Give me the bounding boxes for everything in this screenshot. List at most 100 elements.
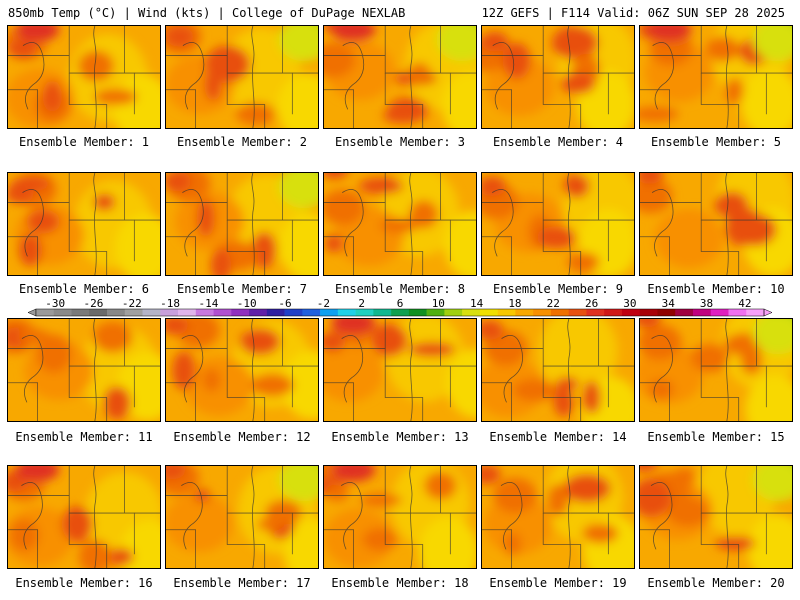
colorbar-max-arrow <box>763 308 773 317</box>
model-run-info: 12Z GEFS | F114 Valid: 06Z SUN SEP 28 20… <box>481 6 785 20</box>
ensemble-map-panel <box>639 172 793 276</box>
colorbar-swatch <box>36 309 55 316</box>
colorbar-swatch <box>142 309 161 316</box>
colorbar-swatch <box>53 309 72 316</box>
ensemble-map-panel <box>323 25 477 129</box>
colorbar-tick-label: -30 <box>45 298 65 310</box>
colorbar-tick-label: -14 <box>198 298 218 310</box>
colorbar-tick-label: 34 <box>662 298 676 310</box>
colorbar-swatch <box>604 309 623 316</box>
colorbar-swatch <box>728 309 747 316</box>
colorbar-swatch <box>550 309 569 316</box>
colorbar-swatch <box>621 309 641 316</box>
ensemble-member-label: Ensemble Member: 5 <box>650 135 782 149</box>
ensemble-member-label: Ensemble Member: 14 <box>489 430 627 444</box>
ensemble-map-panel <box>323 465 477 569</box>
colorbar-tick-label: 18 <box>508 298 521 310</box>
ensemble-member-label: Ensemble Member: 12 <box>173 430 311 444</box>
ensemble-map-panel <box>481 172 635 276</box>
ensemble-map-panel <box>165 172 319 276</box>
colorbar-swatch <box>462 309 481 316</box>
colorbar-swatch <box>639 309 658 316</box>
colorbar-swatch <box>213 309 232 316</box>
colorbar-swatch <box>249 309 268 316</box>
ensemble-member-label: Ensemble Member: 17 <box>173 576 311 590</box>
ensemble-member-label: Ensemble Member: 3 <box>334 135 466 149</box>
colorbar-tick-label: 42 <box>738 298 751 310</box>
colorbar-swatch <box>391 309 410 316</box>
colorbar-swatch <box>444 309 463 316</box>
colorbar-swatch <box>657 309 676 316</box>
colorbar-swatch <box>746 309 765 316</box>
colorbar-tick-label: 2 <box>358 298 365 310</box>
colorbar-tick-label: 38 <box>700 298 713 310</box>
colorbar-swatch <box>266 309 285 316</box>
colorbar-swatch <box>124 309 143 316</box>
ensemble-member-label: Ensemble Member: 11 <box>15 430 153 444</box>
colorbar-min-arrow <box>27 308 37 317</box>
ensemble-member-label: Ensemble Member: 16 <box>15 576 153 590</box>
ensemble-member-label: Ensemble Member: 18 <box>331 576 469 590</box>
colorbar-tick-label: -2 <box>317 298 330 310</box>
colorbar-tick-label: -26 <box>84 298 104 310</box>
colorbar-swatch <box>178 309 197 316</box>
colorbar-swatch <box>355 309 374 316</box>
colorbar-tick-label: 10 <box>432 298 445 310</box>
ensemble-member-label: Ensemble Member: 2 <box>176 135 308 149</box>
ensemble-map-panel <box>323 318 477 422</box>
colorbar-tick-label: -6 <box>278 298 291 310</box>
colorbar-swatch <box>160 309 179 316</box>
colorbar-swatch <box>515 309 534 316</box>
colorbar-swatch <box>71 309 90 316</box>
ensemble-member-label: Ensemble Member: 20 <box>647 576 785 590</box>
ensemble-member-label: Ensemble Member: 19 <box>489 576 627 590</box>
ensemble-member-label: Ensemble Member: 4 <box>492 135 624 149</box>
ensemble-map-panel <box>481 25 635 129</box>
ensemble-member-label: Ensemble Member: 1 <box>18 135 150 149</box>
colorbar-swatch <box>675 309 694 316</box>
colorbar-swatch <box>586 309 605 316</box>
ensemble-map-panel <box>165 25 319 129</box>
colorbar-swatch <box>302 309 321 316</box>
ensemble-map-panel <box>7 25 161 129</box>
colorbar-swatch <box>692 309 712 316</box>
ensemble-map-panel <box>639 25 793 129</box>
colorbar-swatch <box>337 309 356 316</box>
colorbar-tick-label: -10 <box>237 298 257 310</box>
colorbar-swatch <box>195 309 214 316</box>
ensemble-map-panel <box>639 318 793 422</box>
ensemble-member-label: Ensemble Member: 15 <box>647 430 785 444</box>
colorbar-swatch <box>107 309 126 316</box>
colorbar-tick-label: 26 <box>585 298 598 310</box>
colorbar-swatch <box>320 309 339 316</box>
ensemble-member-label: Ensemble Member: 9 <box>492 282 624 296</box>
colorbar-swatch <box>533 309 552 316</box>
colorbar-swatch <box>710 309 729 316</box>
ensemble-map-panel <box>7 465 161 569</box>
colorbar-tick-label: 22 <box>547 298 560 310</box>
ensemble-member-label: Ensemble Member: 13 <box>331 430 469 444</box>
colorbar-tick-label: 30 <box>623 298 636 310</box>
ensemble-member-label: Ensemble Member: 6 <box>18 282 150 296</box>
ensemble-map-panel <box>7 172 161 276</box>
colorbar-swatch <box>568 309 587 316</box>
ensemble-map-panel <box>481 318 635 422</box>
ensemble-map-panel <box>323 172 477 276</box>
colorbar-tick-label: -22 <box>122 298 142 310</box>
temperature-colorbar: -30 -26 -22 -18 -14 -10 -6 -2 2 6 10 14 18 22 26 30 34 38… <box>27 298 773 317</box>
colorbar-tick-label: 6 <box>397 298 404 310</box>
ensemble-map-panel <box>639 465 793 569</box>
colorbar-swatch <box>231 309 250 316</box>
colorbar-tick-label: -18 <box>160 298 180 310</box>
colorbar-swatch <box>373 309 392 316</box>
ensemble-map-panel <box>481 465 635 569</box>
colorbar-swatch <box>89 309 108 316</box>
colorbar-swatch <box>479 309 498 316</box>
colorbar-swatch <box>497 309 516 316</box>
colorbar-tick-label: 14 <box>470 298 484 310</box>
ensemble-member-label: Ensemble Member: 8 <box>334 282 466 296</box>
chart-title: 850mb Temp (°C) | Wind (kts) | College o… <box>8 6 406 20</box>
ensemble-member-label: Ensemble Member: 7 <box>176 282 308 296</box>
ensemble-member-label: Ensemble Member: 10 <box>647 282 785 296</box>
colorbar-swatch <box>284 309 303 316</box>
